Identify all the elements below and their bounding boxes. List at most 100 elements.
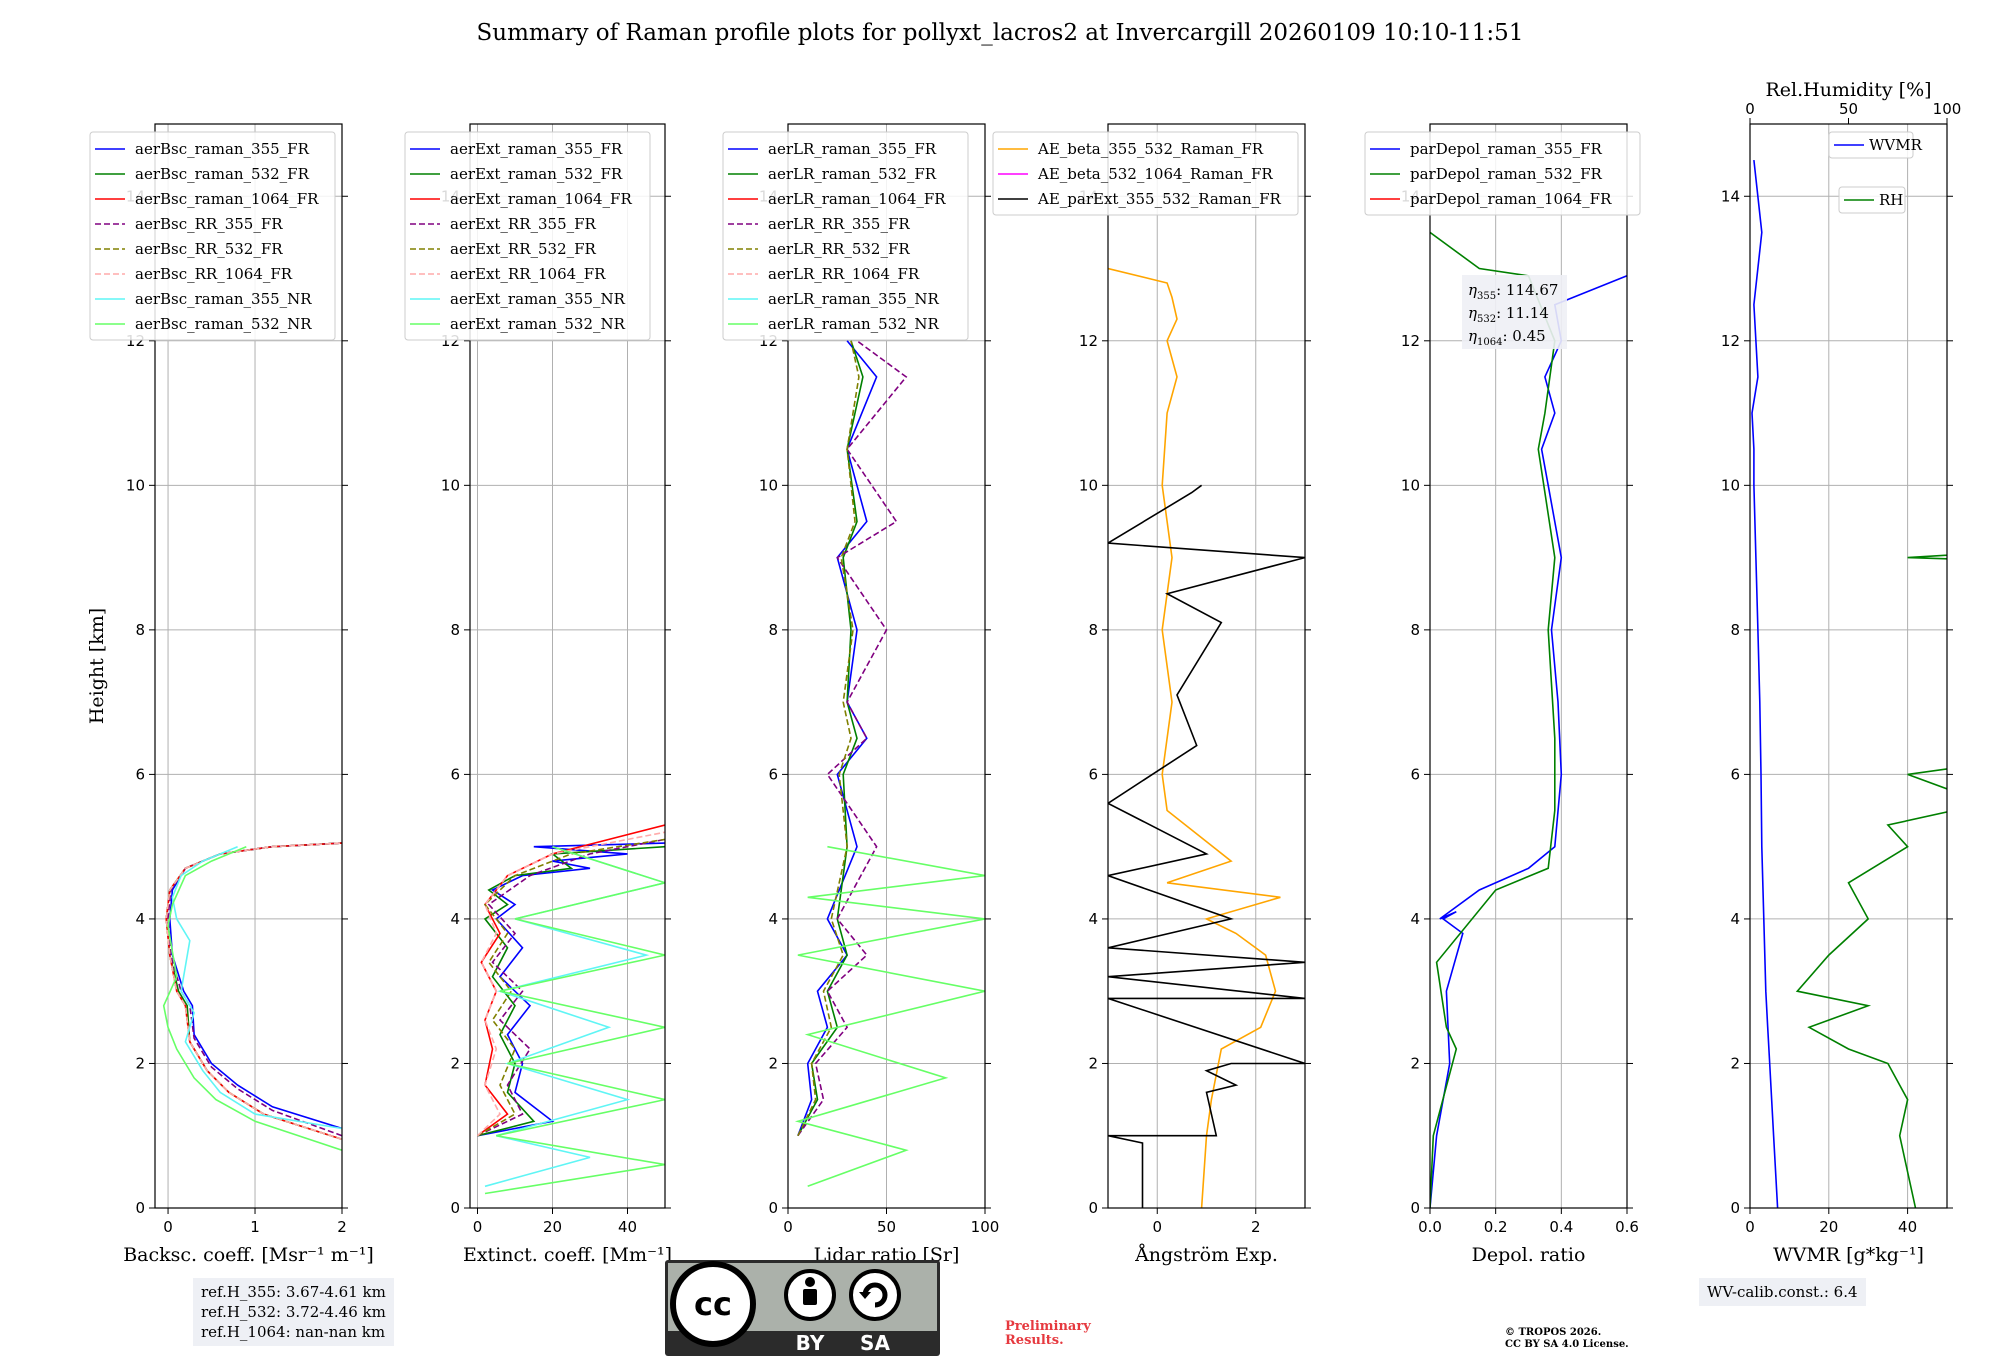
x-tick-label: 0 [473, 1218, 483, 1236]
x-tick-label: 0 [163, 1218, 173, 1236]
legend-entry: aerExt_raman_532_FR [450, 165, 623, 183]
refh-355: ref.H_355: 3.67-4.61 km [201, 1283, 386, 1301]
axes-frame [1749, 123, 1948, 1209]
series-aerExt_raman_532_NR [484, 845, 665, 1195]
y-tick-label: 4 [768, 910, 778, 928]
legend-entry: parDepol_raman_532_FR [1410, 165, 1603, 183]
y-tick-label: 6 [1088, 765, 1098, 783]
y-tick-label: 0 [1088, 1199, 1098, 1217]
y-tick-label: 10 [126, 476, 145, 494]
legend-entry: parDepol_raman_1064_FR [1410, 190, 1612, 208]
x-tick-label: 40 [1898, 1218, 1917, 1236]
eta-value-1064: η1064: 0.45 [1468, 327, 1546, 348]
x-tick-label: 1 [250, 1218, 260, 1236]
x-tick-label: 0 [783, 1218, 793, 1236]
series-AE_parExt_355_532_Raman_FR [1108, 484, 1305, 1208]
series-aerBsc_raman_532_NR [162, 845, 342, 1151]
y-tick-label: 12 [1401, 332, 1420, 350]
series-aerExt_raman_532_FR [477, 845, 665, 1137]
legend-entry: aerBsc_raman_532_NR [135, 315, 312, 333]
legend-entry: aerLR_raman_532_FR [768, 165, 937, 183]
y-tick-label: 4 [1088, 910, 1098, 928]
figure-title: Summary of Raman profile plots for polly… [476, 20, 1524, 46]
axes-frame [1429, 123, 1628, 1209]
y-tick-label: 0 [1730, 1199, 1740, 1217]
legend-entry: aerLR_raman_355_NR [768, 290, 939, 308]
legend-entry: aerLR_raman_532_NR [768, 315, 939, 333]
legend-box [722, 131, 969, 341]
series-aerExt_RR_1064_FR [476, 831, 665, 1137]
legend-entry: aerBsc_RR_1064_FR [135, 265, 293, 283]
preliminary-line2: Results. [1005, 1333, 1064, 1348]
copyright-line2: CC BY SA 4.0 License. [1505, 1339, 1629, 1350]
y-tick-label: 8 [768, 621, 778, 639]
chart-panel-backscatter: 02468101214012Backsc. coeff. [Msr⁻¹ m⁻¹]… [86, 123, 374, 1266]
legend-entry: RH [1879, 191, 1903, 209]
by-label: BY [796, 1331, 825, 1355]
y-tick-label: 2 [450, 1054, 460, 1072]
y-tick-label: 10 [1721, 476, 1740, 494]
y-tick-label: 6 [450, 765, 460, 783]
y-tick-label: 10 [1401, 476, 1420, 494]
legend-entry: aerLR_RR_355_FR [768, 215, 910, 233]
series-parDepol_raman_532_FR [1430, 231, 1556, 1208]
y-tick-label: 0 [768, 1199, 778, 1217]
refh-1064: ref.H_1064: nan-nan km [201, 1323, 386, 1341]
preliminary-note: Preliminary Results. [1005, 1320, 1091, 1348]
x-tick-label: 100 [971, 1218, 1000, 1236]
x-tick-label: 50 [877, 1218, 896, 1236]
legend-entry: AE_parExt_355_532_Raman_FR [1037, 190, 1282, 208]
y-tick-label: 12 [1721, 332, 1740, 350]
series-aerExt_raman_1064_FR [477, 824, 665, 1137]
refh-box: ref.H_355: 3.67-4.61 km ref.H_532: 3.72-… [193, 1278, 394, 1346]
sa-label: SA [860, 1331, 890, 1355]
legend-box [89, 131, 336, 341]
legend-entry: aerExt_raman_355_FR [450, 140, 623, 158]
wv-calib-text: WV-calib.const.: 6.4 [1707, 1283, 1858, 1301]
y-tick-label: 14 [1721, 187, 1740, 205]
y-tick-label: 8 [1410, 621, 1420, 639]
x-tick-label: 20 [1819, 1218, 1838, 1236]
eta-box [1462, 275, 1567, 349]
y-tick-label: 2 [1088, 1054, 1098, 1072]
axes-frame [469, 123, 666, 1209]
y-tick-label: 0 [450, 1199, 460, 1217]
series-AE_beta_355_532_Raman_FR [1108, 267, 1281, 1208]
legend-entry: AE_beta_355_532_Raman_FR [1037, 140, 1264, 158]
series-aerExt_raman_355_NR [484, 845, 665, 1188]
y-tick-label: 8 [1730, 621, 1740, 639]
legend-entry: aerExt_raman_355_NR [450, 290, 626, 308]
y-tick-label: 4 [135, 910, 145, 928]
legend-entry: aerBsc_RR_532_FR [135, 240, 283, 258]
y-tick-label: 12 [1079, 332, 1098, 350]
x2-tick-label: 100 [1933, 100, 1962, 118]
legend-entry: aerExt_RR_532_FR [450, 240, 597, 258]
legend-box [1364, 131, 1641, 216]
series-aerBsc_raman_355_NR [171, 845, 342, 1130]
x-tick-label: 0.2 [1484, 1218, 1508, 1236]
sa-share-icon [849, 1269, 901, 1321]
y-tick-label: 2 [1730, 1054, 1740, 1072]
legend-entry: aerExt_raman_1064_FR [450, 190, 632, 208]
series-WVMR [1751, 160, 1779, 1208]
x-tick-label: 0.4 [1549, 1218, 1573, 1236]
x2-tick-label: 0 [1745, 100, 1755, 118]
wv-calib-box: WV-calib.const.: 6.4 [1699, 1278, 1866, 1306]
eta-value-355: η355: 114.67 [1468, 281, 1558, 302]
x2-axis-label: Rel.Humidity [%] [1765, 79, 1931, 101]
y-tick-label: 6 [1730, 765, 1740, 783]
legend-entry: aerBsc_raman_1064_FR [135, 190, 319, 208]
series-aerExt_RR_355_FR [477, 838, 665, 1137]
eta-value-532: η532: 11.14 [1468, 304, 1549, 325]
y-tick-label: 6 [768, 765, 778, 783]
axes-frame [154, 123, 343, 1209]
legend-entry: aerExt_RR_355_FR [450, 215, 597, 233]
legend-entry: aerBsc_RR_355_FR [135, 215, 283, 233]
series-aerLR_RR_355_FR [797, 340, 908, 1137]
y-axis-label: Height [km] [86, 608, 108, 724]
legend-entry: aerLR_raman_1064_FR [768, 190, 946, 208]
cc-license-badge: cc BY SA [665, 1260, 940, 1356]
y-tick-label: 2 [1410, 1054, 1420, 1072]
